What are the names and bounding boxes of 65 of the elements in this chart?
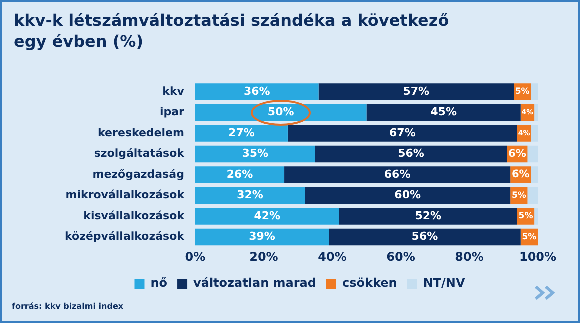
y-tick-label: mikrovállalkozások bbox=[66, 188, 186, 202]
data-label: 5% bbox=[512, 190, 527, 201]
data-label: 26% bbox=[226, 168, 254, 181]
text: forrás: kkv bizalmi index bbox=[12, 302, 124, 311]
data-label: 50% bbox=[268, 106, 294, 119]
bar bbox=[329, 228, 521, 246]
legend-label: változatlan marad bbox=[194, 276, 317, 290]
data-label: 42% bbox=[254, 209, 281, 222]
y-tick-label: kkv bbox=[162, 84, 186, 98]
legend-label: csökken bbox=[342, 276, 398, 290]
y-tick-label: középvállalkozások bbox=[64, 230, 186, 244]
data-label: 5% bbox=[518, 212, 534, 222]
x-tick-label: 20% bbox=[250, 250, 278, 264]
data-label: 67% bbox=[390, 126, 416, 140]
y-tick-label: kereskedelem bbox=[98, 126, 184, 140]
bar bbox=[305, 187, 511, 204]
bar bbox=[528, 146, 538, 163]
bar bbox=[195, 208, 340, 225]
data-label: 60% bbox=[394, 188, 422, 202]
y-tick-label: szolgáltatások bbox=[94, 147, 186, 160]
data-label: 57% bbox=[403, 84, 430, 98]
bar bbox=[531, 84, 538, 100]
bar bbox=[366, 104, 521, 122]
data-label: 36% bbox=[244, 84, 270, 98]
legend-label: NT/NV bbox=[423, 276, 466, 290]
data-label: 66% bbox=[384, 168, 411, 181]
data-label: 52% bbox=[415, 209, 442, 222]
x-tick-label: 0% bbox=[185, 250, 206, 264]
bar bbox=[195, 146, 316, 163]
chart-title: kkv-k létszámváltoztatási szándéka a következő egy évben (%) bbox=[14, 10, 450, 52]
legend-label: nő bbox=[150, 276, 168, 290]
x-tick-label: 100% bbox=[519, 250, 557, 264]
bar bbox=[528, 187, 538, 204]
bar bbox=[195, 166, 285, 184]
bar bbox=[315, 146, 508, 163]
bar bbox=[318, 84, 514, 100]
y-tick-label: ipar bbox=[160, 106, 186, 119]
bar bbox=[531, 166, 538, 184]
bar bbox=[195, 104, 367, 122]
data-label: 6% bbox=[512, 168, 530, 181]
bar bbox=[534, 208, 538, 225]
bar bbox=[195, 84, 319, 100]
data-label: 45% bbox=[430, 106, 457, 119]
x-tick-label: 80% bbox=[455, 250, 484, 264]
bar bbox=[195, 125, 288, 142]
data-label: 35% bbox=[242, 147, 269, 160]
data-label: 39% bbox=[249, 230, 276, 244]
bar bbox=[339, 208, 518, 225]
data-label: 56% bbox=[412, 230, 438, 244]
x-tick-label: 60% bbox=[386, 250, 416, 264]
data-label: 27% bbox=[228, 126, 255, 140]
data-label: 32% bbox=[237, 188, 264, 202]
data-label: 5% bbox=[515, 87, 530, 98]
bar bbox=[531, 125, 538, 142]
data-label: 5% bbox=[522, 232, 538, 242]
y-tick-label: kisvállalkozások bbox=[84, 209, 186, 222]
bar bbox=[288, 125, 518, 142]
x-tick-label: 40% bbox=[318, 250, 347, 264]
bar bbox=[195, 228, 330, 246]
bar bbox=[284, 166, 511, 184]
data-label: 6% bbox=[508, 148, 527, 160]
data-label: 56% bbox=[398, 147, 424, 160]
bar bbox=[195, 187, 306, 204]
y-tick-label: mezőgazdaság bbox=[92, 168, 184, 181]
bar bbox=[534, 104, 538, 122]
